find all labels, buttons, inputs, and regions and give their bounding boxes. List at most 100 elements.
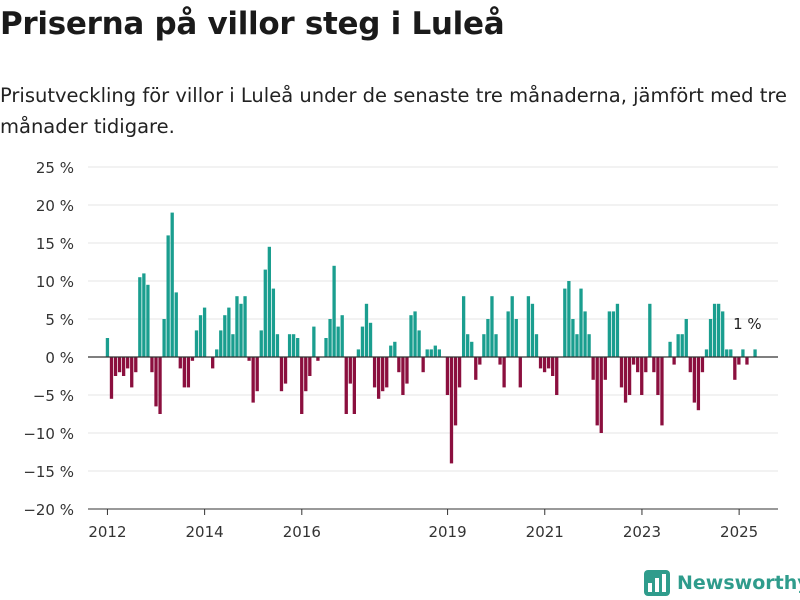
- bar: [437, 349, 441, 357]
- bar: [348, 357, 352, 384]
- bar: [243, 296, 247, 357]
- bar: [356, 349, 361, 357]
- bar: [546, 357, 551, 369]
- bar: [219, 330, 223, 357]
- bar: [530, 303, 535, 357]
- y-tick-label: −5 %: [33, 387, 74, 405]
- bar: [457, 357, 462, 388]
- bar: [381, 357, 385, 392]
- bar: [599, 357, 603, 433]
- bar: [223, 315, 227, 357]
- bar: [729, 349, 733, 357]
- bar: [170, 212, 174, 357]
- bar: [551, 357, 555, 376]
- bar: [332, 265, 336, 357]
- bar: [733, 357, 737, 380]
- bar: [502, 357, 506, 388]
- y-tick-label: 10 %: [36, 273, 74, 291]
- bar: [482, 334, 486, 357]
- bar: [287, 334, 292, 357]
- bar: [445, 357, 450, 395]
- bar: [121, 357, 126, 376]
- bar: [263, 269, 267, 357]
- bar: [486, 319, 490, 357]
- bar: [105, 338, 110, 357]
- bar: [421, 357, 425, 373]
- bar: [696, 357, 701, 411]
- bar: [117, 357, 122, 373]
- y-tick-label: −15 %: [23, 463, 74, 481]
- bar: [401, 357, 405, 395]
- bar: [640, 357, 644, 395]
- x-tick-label: 2019: [428, 523, 466, 541]
- bar: [567, 281, 571, 357]
- bar: [376, 357, 381, 399]
- bar: [684, 319, 688, 357]
- bar: [186, 357, 191, 388]
- bar: [397, 357, 401, 373]
- bar: [231, 334, 235, 357]
- bar: [644, 357, 648, 373]
- bar: [194, 330, 199, 357]
- bar: [680, 334, 684, 357]
- bar: [607, 311, 612, 357]
- bar: [619, 357, 624, 388]
- bar: [279, 357, 284, 392]
- bar: [498, 357, 502, 365]
- bar: [623, 357, 628, 403]
- newsworthy-chart-icon: [644, 570, 670, 596]
- bar: [138, 277, 142, 357]
- bar: [109, 357, 114, 399]
- chart-subtitle: Prisutveckling för villor i Luleå under …: [0, 84, 787, 138]
- bar: [352, 357, 356, 414]
- bar: [708, 319, 713, 357]
- y-tick-label: 0 %: [45, 349, 74, 367]
- bar: [741, 349, 745, 357]
- bar: [453, 357, 458, 426]
- bar: [389, 345, 393, 357]
- bar: [611, 311, 616, 357]
- bar: [615, 303, 620, 357]
- newsworthy-label: Newsworthy: [677, 572, 800, 594]
- bar: [583, 311, 587, 357]
- bar: [215, 349, 219, 357]
- bar: [312, 326, 316, 357]
- bar: [518, 357, 522, 388]
- bar: [579, 288, 583, 357]
- bar: [595, 357, 599, 426]
- bar: [247, 357, 251, 361]
- bar: [563, 288, 567, 357]
- bar: [162, 319, 166, 357]
- bar: [591, 357, 595, 380]
- bar: [344, 357, 348, 414]
- x-tick-label: 2025: [720, 523, 758, 541]
- bar: [336, 326, 340, 357]
- bar: [134, 357, 138, 373]
- bar: [154, 357, 158, 407]
- bar: [506, 311, 510, 357]
- bar: [300, 357, 304, 414]
- bar: [328, 319, 332, 357]
- bar: [603, 357, 607, 380]
- bar: [291, 334, 296, 357]
- x-tick-label: 2016: [283, 523, 321, 541]
- bar: [190, 357, 195, 361]
- y-tick-label: 25 %: [36, 159, 74, 177]
- bar: [393, 341, 397, 357]
- bar: [656, 357, 660, 395]
- bar: [668, 341, 672, 357]
- bar: [534, 334, 539, 357]
- bar: [652, 357, 656, 373]
- bar: [113, 357, 118, 376]
- bar: [425, 349, 429, 357]
- bar: [308, 357, 312, 376]
- bar: [716, 303, 721, 357]
- bar: [542, 357, 547, 373]
- bar: [304, 357, 308, 392]
- y-tick-label: −10 %: [23, 425, 74, 443]
- bar: [142, 273, 146, 357]
- bar: [126, 357, 130, 369]
- bar: [478, 357, 482, 365]
- bar: [704, 349, 709, 357]
- bar: [316, 357, 320, 361]
